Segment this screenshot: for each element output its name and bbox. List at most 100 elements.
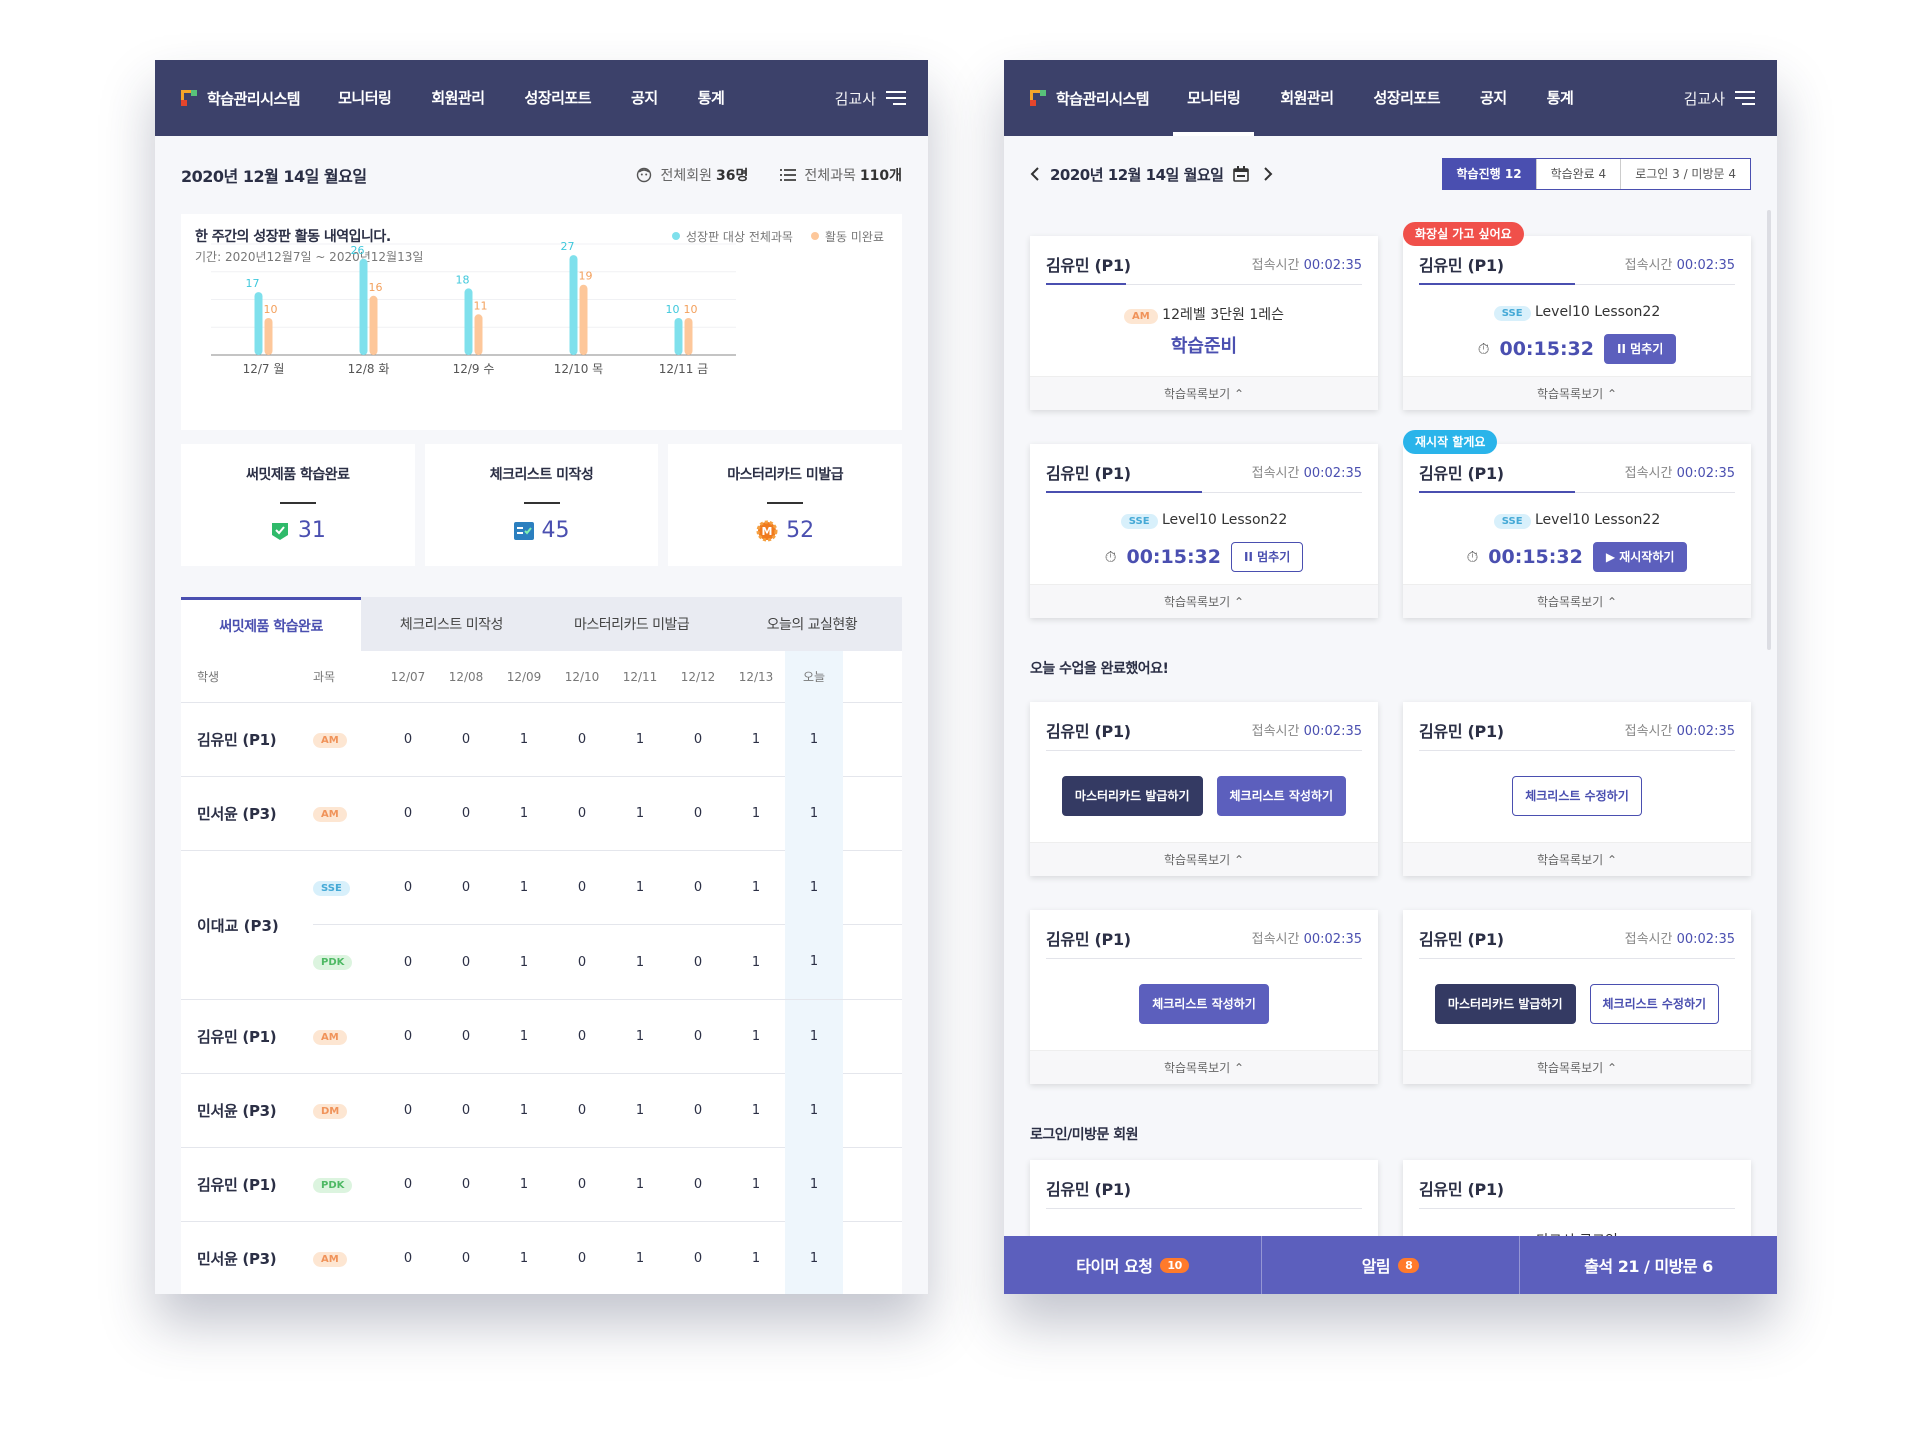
lesson-name: Level10 Lesson22 xyxy=(1162,512,1288,528)
lesson-list-toggle[interactable]: 학습목록보기 ⌃ xyxy=(1030,842,1378,876)
lesson-list-toggle[interactable]: 학습목록보기 ⌃ xyxy=(1030,584,1378,618)
restart-button[interactable]: ▶ 재시작하기 xyxy=(1592,542,1688,572)
nav-item-members[interactable]: 회원관리 xyxy=(431,89,485,107)
nav-item-notice[interactable]: 공지 xyxy=(631,89,658,107)
student-card[interactable]: 김유민 (P1) 접속시간 00:02:35 SSE Level10 Lesso… xyxy=(1030,444,1378,618)
day-value: 0 xyxy=(403,1103,413,1118)
nav-item-report[interactable]: 성장리포트 xyxy=(1373,89,1441,107)
day-value: 0 xyxy=(693,1029,703,1044)
student-name: 김유민 (P1) xyxy=(1419,930,1504,949)
table-row[interactable]: 민서윤 (P3) AM 0 0 1 0 1 0 1 1 xyxy=(181,1221,902,1294)
nav-item-stats[interactable]: 통계 xyxy=(1546,89,1574,107)
tab-summit-complete[interactable]: 써밋제품 학습완료 xyxy=(181,597,362,651)
subject-badge: SSE xyxy=(1120,514,1158,529)
notification-button[interactable]: 알림 8 xyxy=(1261,1236,1519,1294)
kpi-checklist-missing[interactable]: 체크리스트 미작성 45 xyxy=(424,444,659,566)
segment-login-absent[interactable]: 로그인 3 / 미방문 4 xyxy=(1620,159,1750,189)
kpi-mastery-missing[interactable]: 마스터리카드 미발급 M 52 xyxy=(668,444,903,566)
scrollbar[interactable] xyxy=(1767,210,1771,650)
table-row[interactable]: 김유민 (P1) AM 0 0 1 0 1 0 1 1 xyxy=(181,702,902,777)
checklist-icon xyxy=(513,521,534,540)
lesson-name: Level10 Lesson22 xyxy=(1535,304,1661,320)
lesson-list-toggle[interactable]: 학습목록보기 ⌃ xyxy=(1403,584,1751,618)
bar-0-1 xyxy=(359,258,368,355)
stopwatch-icon: ⏱ xyxy=(1104,548,1117,566)
lesson-list-toggle[interactable]: 학습목록보기 ⌃ xyxy=(1403,842,1751,876)
table-row[interactable]: 김유민 (P1) AM 0 0 1 0 1 0 1 1 xyxy=(181,999,902,1074)
brand-name[interactable]: 학습관리시스템 xyxy=(1056,89,1150,108)
nav-item-notice[interactable]: 공지 xyxy=(1480,89,1507,107)
subject-badge: PDK xyxy=(313,955,353,970)
day-value: 0 xyxy=(461,1103,471,1118)
day-value: 0 xyxy=(577,806,587,821)
attendance-button[interactable]: 출석 21 / 미방문 6 xyxy=(1519,1236,1777,1294)
timer-request-button[interactable]: 타이머 요청 10 xyxy=(1004,1236,1261,1294)
pause-button[interactable]: II 멈추기 xyxy=(1604,334,1677,364)
table-row[interactable]: 민서윤 (P3) AM 0 0 1 0 1 0 1 1 xyxy=(181,776,902,851)
brand-name[interactable]: 학습관리시스템 xyxy=(207,89,301,108)
lesson-list-toggle[interactable]: 학습목록보기 ⌃ xyxy=(1030,1050,1378,1084)
tab-checklist-missing[interactable]: 체크리스트 미작성 xyxy=(399,617,504,633)
nav-item-stats[interactable]: 통계 xyxy=(697,89,725,107)
user-name[interactable]: 김교사 xyxy=(1683,89,1725,108)
day-value: 0 xyxy=(577,954,587,970)
bar-chart: 17 10 12/7 월 26 16 12/8 화 18 11 12/9 수 27 19 12/10 … xyxy=(211,240,736,376)
chevron-left-icon[interactable] xyxy=(1030,167,1040,181)
chart-title: 한 주간의 성장판 활동 내역입니다. xyxy=(195,229,391,245)
write-checklist-button[interactable]: 체크리스트 작성하기 xyxy=(1216,776,1347,816)
pause-button[interactable]: II 멈추기 xyxy=(1231,542,1304,572)
student-name: 김유민 (P1) xyxy=(1046,1180,1131,1199)
day-value: 0 xyxy=(461,880,471,895)
nav-item-members[interactable]: 회원관리 xyxy=(1280,89,1334,107)
issue-mastery-card-button[interactable]: 마스터리카드 발급하기 xyxy=(1434,984,1576,1024)
lesson-name: 12레벨 3단원 1레슨 xyxy=(1162,307,1284,323)
edit-checklist-button[interactable]: 체크리스트 수정하기 xyxy=(1589,984,1720,1024)
kpi-divider xyxy=(279,502,316,504)
request-tip: 화장실 가고 싶어요 xyxy=(1403,222,1524,246)
th-subject: 과목 xyxy=(313,670,336,684)
table-row[interactable]: PDK 0 0 1 0 1 0 1 1 xyxy=(313,925,902,999)
shield-check-icon xyxy=(271,522,288,540)
table-row[interactable]: 민서윤 (P3) DM 0 0 1 0 1 0 1 1 xyxy=(181,1073,902,1148)
tab-mastery-missing[interactable]: 마스터리카드 미발급 xyxy=(573,617,690,633)
student-card[interactable]: 재시작 할게요 김유민 (P1) 접속시간 00:02:35 SSE Level… xyxy=(1403,430,1751,618)
edit-checklist-button[interactable]: 체크리스트 수정하기 xyxy=(1512,776,1642,816)
student-card[interactable]: 김유민 (P1) 접속시간 00:02:35 마스터리카드 발급하기 체크리스트 … xyxy=(1030,702,1378,876)
access-time: 접속시간 00:02:35 xyxy=(1251,724,1362,739)
lesson-list-toggle[interactable]: 학습목록보기 ⌃ xyxy=(1030,376,1378,410)
student-card[interactable]: 화장실 가고 싶어요 김유민 (P1) 접속시간 00:02:35 SSE Le… xyxy=(1403,222,1751,410)
table-row[interactable]: SSE 0 0 1 0 1 0 1 1 xyxy=(313,850,902,925)
page-date: 2020년 12월 14일 월요일 xyxy=(181,167,367,186)
student-card[interactable]: 김유민 (P1) 접속시간 00:02:35 AM 12레벨 3단원 1레슨 학… xyxy=(1030,236,1378,410)
nav-item-report[interactable]: 성장리포트 xyxy=(524,89,592,107)
user-name[interactable]: 김교사 xyxy=(834,89,876,108)
day-value: 1 xyxy=(519,1251,529,1266)
data-label: 19 xyxy=(579,270,593,283)
write-checklist-button[interactable]: 체크리스트 작성하기 xyxy=(1139,984,1269,1024)
student-card[interactable]: 김유민 (P1) 접속시간 00:02:35 체크리스트 수정하기 학습목록보기… xyxy=(1403,702,1751,876)
day-value: 1 xyxy=(519,806,529,821)
kpi-summit-complete[interactable]: 써밋제품 학습완료 31 xyxy=(181,444,415,566)
subject-badge: SSE xyxy=(313,880,350,896)
day-value: 1 xyxy=(635,806,645,821)
table-row[interactable]: 김유민 (P1) PDK 0 0 1 0 1 0 1 1 xyxy=(181,1147,902,1222)
student-card[interactable]: 김유민 (P1) 접속시간 00:02:35 체크리스트 작성하기 학습목록보기… xyxy=(1030,910,1378,1084)
issue-mastery-card-button[interactable]: 마스터리카드 발급하기 xyxy=(1061,776,1203,816)
subject-badge: PDK xyxy=(313,1177,353,1193)
chevron-right-icon[interactable] xyxy=(1263,167,1273,181)
segment-in-progress[interactable]: 학습진행 12 xyxy=(1442,159,1536,189)
chart-legend: 성장판 대상 전체과목 활동 미완료 xyxy=(672,228,884,245)
menu-icon[interactable] xyxy=(1735,91,1755,105)
nav-item-monitoring[interactable]: 모니터링 xyxy=(338,89,392,107)
data-label: 26 xyxy=(351,244,365,257)
calendar-icon[interactable] xyxy=(1233,166,1250,182)
tab-classroom-today[interactable]: 오늘의 교실현황 xyxy=(766,617,858,633)
nav-item-monitoring[interactable]: 모니터링 xyxy=(1173,60,1255,136)
lesson-list-toggle[interactable]: 학습목록보기 ⌃ xyxy=(1403,1050,1751,1084)
menu-icon[interactable] xyxy=(886,91,906,105)
logo-icon xyxy=(1030,90,1046,106)
student-card[interactable]: 김유민 (P1) 접속시간 00:02:35 마스터리카드 발급하기 체크리스트 … xyxy=(1403,910,1751,1084)
weekly-activity-card: 한 주간의 성장판 활동 내역입니다. 기간: 2020년12월7일 ~ 202… xyxy=(181,214,902,430)
lesson-list-toggle[interactable]: 학습목록보기 ⌃ xyxy=(1403,376,1751,410)
segment-complete[interactable]: 학습완료 4 xyxy=(1535,159,1621,189)
